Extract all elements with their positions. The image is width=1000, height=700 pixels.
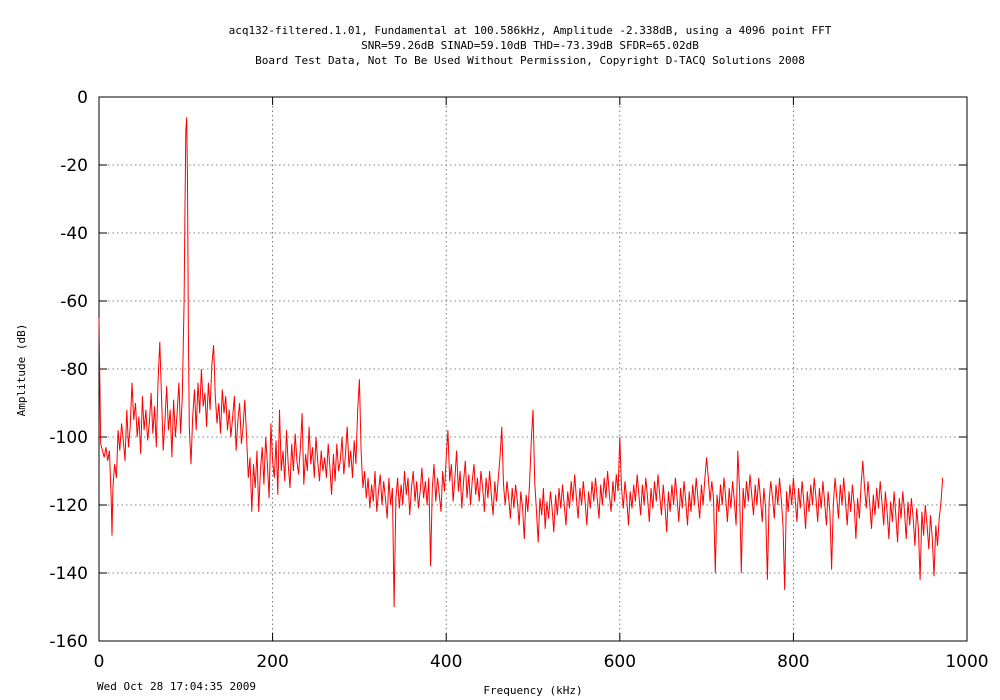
- y-tick-label: -100: [49, 428, 88, 448]
- x-tick-label: 400: [430, 652, 462, 672]
- y-tick-label: -60: [60, 292, 88, 312]
- x-tick-label: 0: [94, 652, 105, 672]
- y-tick-label: -80: [60, 360, 88, 380]
- x-tick-label: 200: [256, 652, 288, 672]
- y-axis-label: Amplitude (dB): [15, 324, 28, 417]
- x-axis-ticks: 0 200 400 600 800 1000: [94, 97, 989, 672]
- y-tick-label: -40: [60, 224, 88, 244]
- y-tick-label: -140: [49, 564, 88, 584]
- x-tick-label: 1000: [945, 652, 988, 672]
- chart-grid: [99, 97, 967, 641]
- y-tick-label: -20: [60, 156, 88, 176]
- chart-title-line-2: SNR=59.26dB SINAD=59.10dB THD=-73.39dB S…: [361, 39, 699, 52]
- spectrum-series-line: [98, 117, 944, 608]
- timestamp-label: Wed Oct 28 17:04:35 2009: [97, 680, 256, 693]
- y-tick-label: -160: [49, 632, 88, 652]
- y-tick-label: -120: [49, 496, 88, 516]
- x-axis-label: Frequency (kHz): [483, 684, 582, 697]
- chart-title-line-1: acq132-filtered.1.01, Fundamental at 100…: [229, 24, 832, 37]
- plot-frame: [98, 96, 968, 642]
- x-tick-label: 600: [604, 652, 636, 672]
- y-tick-label: 0: [77, 88, 88, 108]
- chart-title-line-3: Board Test Data, Not To Be Used Without …: [255, 54, 805, 67]
- x-tick-label: 800: [777, 652, 809, 672]
- chart-title: acq132-filtered.1.01, Fundamental at 100…: [229, 24, 832, 67]
- y-axis-ticks: 0 -20 -40 -60 -80 -100 -120 -140 -160: [49, 88, 967, 652]
